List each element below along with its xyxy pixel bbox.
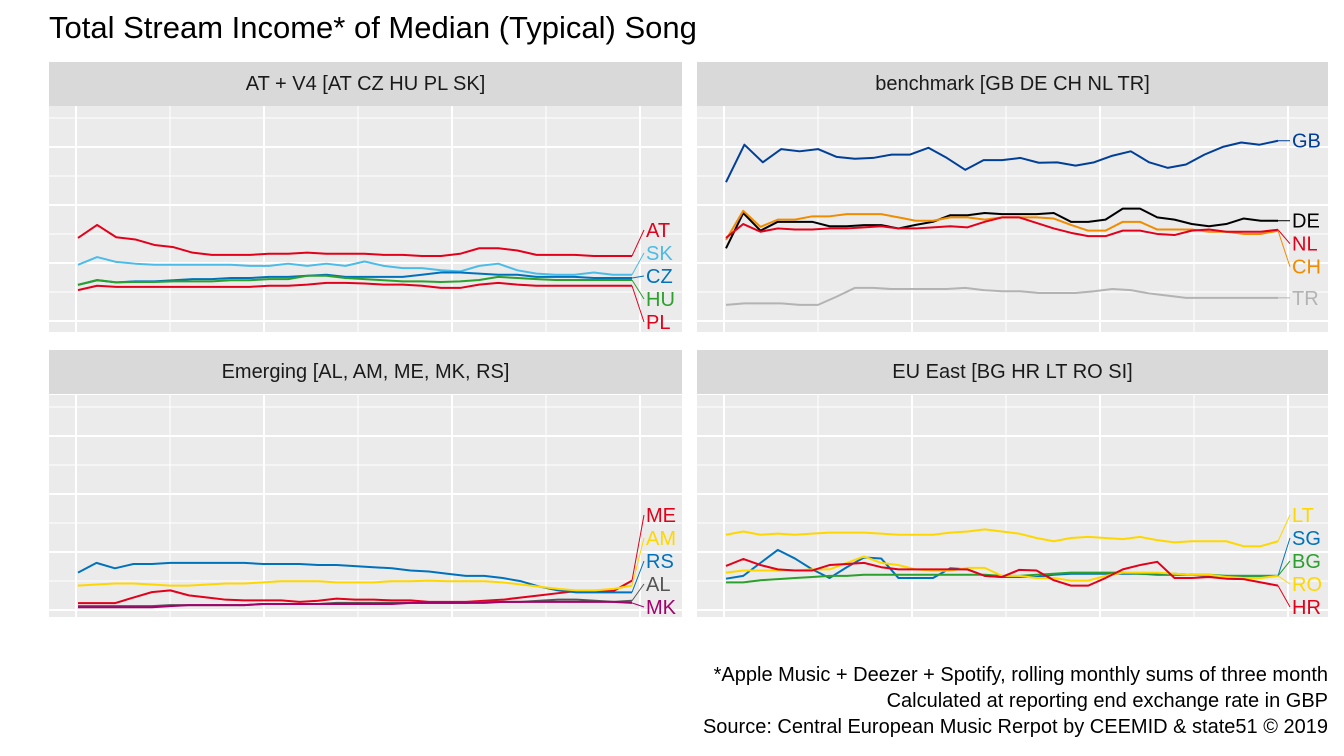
series-line-mk — [78, 600, 633, 609]
series-label-de: DE — [1292, 211, 1320, 233]
panel-strip-at-v4: AT + V4 [AT CZ HU PL SK] — [49, 62, 682, 106]
label-connector — [1277, 575, 1291, 585]
label-connector — [631, 514, 645, 581]
series-line-lt — [725, 528, 1279, 548]
label-connector — [631, 583, 645, 602]
series-label-hu: HU — [646, 289, 675, 311]
series-label-bg: BG — [1292, 551, 1321, 573]
label-connector — [1277, 514, 1291, 542]
series-label-hr: HR — [1292, 597, 1321, 619]
label-connector — [631, 285, 645, 323]
label-connector — [631, 537, 645, 586]
series-label-ro: RO — [1292, 574, 1322, 596]
caption-line-3: Source: Central European Music Rerpot by… — [702, 716, 1328, 738]
label-connector — [1277, 585, 1291, 608]
series-label-al: AL — [646, 574, 670, 596]
series-label-nl: NL — [1292, 234, 1318, 256]
label-connector — [1277, 537, 1291, 577]
series-line-al — [78, 598, 633, 608]
series-line-tr — [725, 286, 1278, 306]
series-line-de — [725, 207, 1278, 249]
panel-background — [697, 395, 1328, 617]
series-label-sk: SK — [646, 243, 673, 265]
caption-line-2: Calculated at reporting end exchange rat… — [886, 690, 1328, 712]
panel-background — [49, 395, 682, 617]
series-line-pl — [77, 281, 632, 292]
series-line-cz — [77, 271, 632, 286]
label-connector — [631, 602, 645, 608]
series-line-at — [77, 223, 632, 257]
caption-line-1: *Apple Music + Deezer + Spotify, rolling… — [713, 664, 1328, 686]
label-connector — [1277, 230, 1291, 267]
series-label-at: AT — [646, 220, 670, 242]
series-line-hr — [725, 557, 1279, 587]
series-label-mk: MK — [646, 597, 677, 619]
label-connector — [1277, 560, 1291, 577]
series-label-pl: PL — [646, 312, 670, 334]
series-label-lt: LT — [1292, 505, 1314, 527]
label-connector — [631, 229, 645, 257]
panel-strip-emerging: Emerging [AL, AM, ME, MK, RS] — [49, 350, 682, 394]
series-line-nl — [725, 216, 1279, 239]
series-line-gb — [725, 139, 1279, 183]
series-line-am — [77, 579, 633, 592]
series-label-gb: GB — [1292, 131, 1321, 153]
series-label-me: ME — [646, 505, 676, 527]
chart-title: Total Stream Income* of Median (Typical)… — [49, 10, 697, 45]
series-label-ch: CH — [1292, 257, 1321, 279]
panel-strip-benchmark: benchmark [GB DE CH NL TR] — [697, 62, 1328, 106]
label-connector — [631, 275, 645, 279]
series-line-hu — [77, 274, 632, 286]
series-label-am: AM — [646, 528, 676, 550]
series-label-tr: TR — [1292, 288, 1319, 310]
series-line-me — [78, 579, 633, 605]
label-connector — [1277, 229, 1291, 245]
label-connector — [631, 560, 645, 593]
label-connector — [631, 252, 645, 275]
panel-background — [49, 106, 682, 332]
series-label-cz: CZ — [646, 266, 673, 288]
series-line-sk — [77, 256, 632, 276]
series-label-rs: RS — [646, 551, 674, 573]
panel-strip-eu-east: EU East [BG HR LT RO SI] — [697, 350, 1328, 394]
label-connector — [631, 279, 645, 300]
series-label-sg: SG — [1292, 528, 1321, 550]
